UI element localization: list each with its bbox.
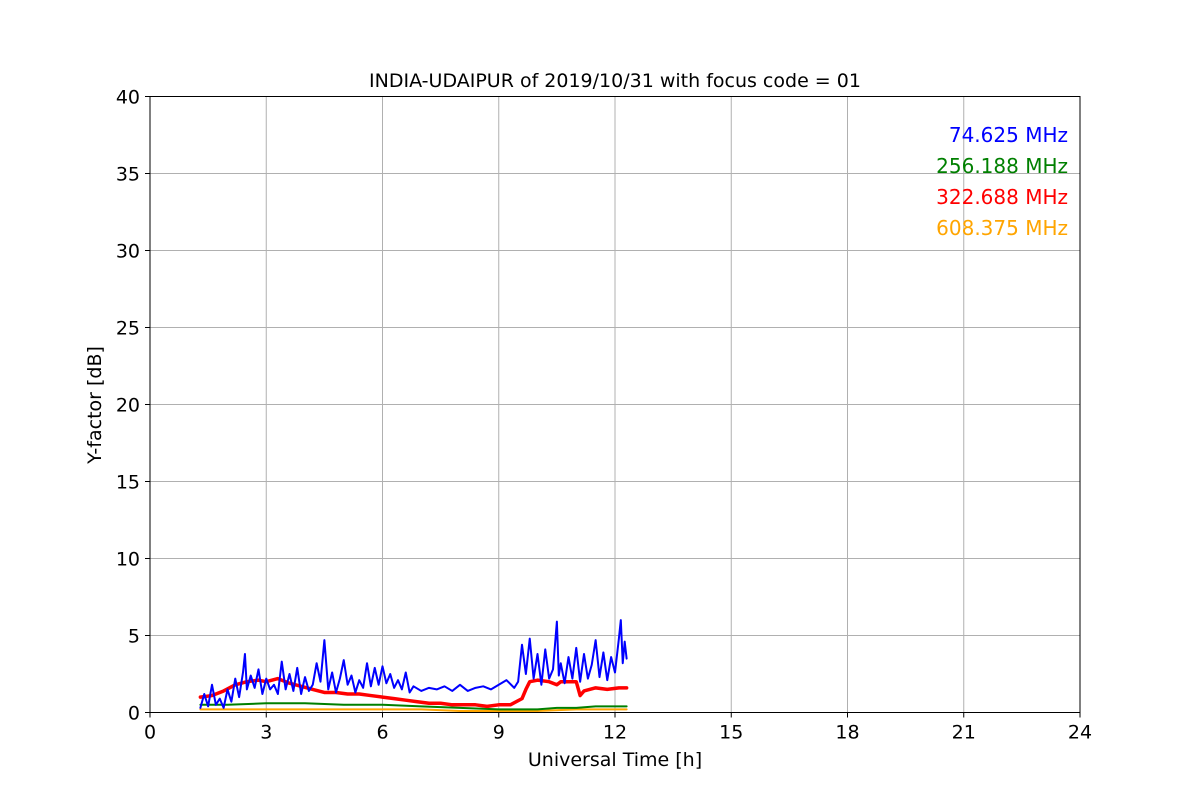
series-line-322-688-mhz [198, 676, 629, 709]
legend: 74.625 MHz 256.188 MHz 322.688 MHz 608.375 … [936, 123, 1068, 240]
legend-entry: 322.688 MHz [936, 185, 1068, 209]
y-tick-label: 15 [116, 472, 140, 494]
axis-ticks: 0 3 6 9 12 15 18 21 24 0 5 10 15 20 25 30 35 40 [116, 87, 1092, 744]
chart-title: INDIA-UDAIPUR of 2019/10/31 with focus c… [369, 70, 861, 92]
x-tick-label: 0 [144, 722, 156, 744]
x-tick-label: 12 [603, 722, 627, 744]
x-tick-label: 24 [1068, 722, 1092, 744]
x-tick-label: 18 [835, 722, 859, 744]
y-tick-label: 5 [128, 626, 140, 648]
x-axis-label: Universal Time [h] [528, 749, 702, 771]
legend-entry: 74.625 MHz [949, 123, 1068, 147]
y-tick-label: 35 [116, 164, 140, 186]
series-line-608-375-mhz [199, 708, 628, 712]
legend-entry: 608.375 MHz [936, 216, 1068, 240]
legend-entry: 256.188 MHz [936, 154, 1068, 178]
y-tick-label: 30 [116, 241, 140, 263]
x-tick-label: 15 [719, 722, 743, 744]
x-tick-label: 3 [260, 722, 272, 744]
x-tick-label: 6 [376, 722, 388, 744]
y-tick-label: 10 [116, 549, 140, 571]
x-tick-label: 9 [493, 722, 505, 744]
series-line-74-625-mhz [199, 619, 628, 709]
series-lines [198, 619, 629, 712]
y-tick-label: 25 [116, 318, 140, 340]
y-tick-label: 0 [128, 703, 140, 725]
y-axis-label: Y-factor [dB] [84, 346, 106, 465]
y-tick-label: 20 [116, 395, 140, 417]
y-tick-label: 40 [116, 87, 140, 109]
x-tick-label: 21 [952, 722, 976, 744]
series-line-256-188-mhz [199, 702, 628, 711]
